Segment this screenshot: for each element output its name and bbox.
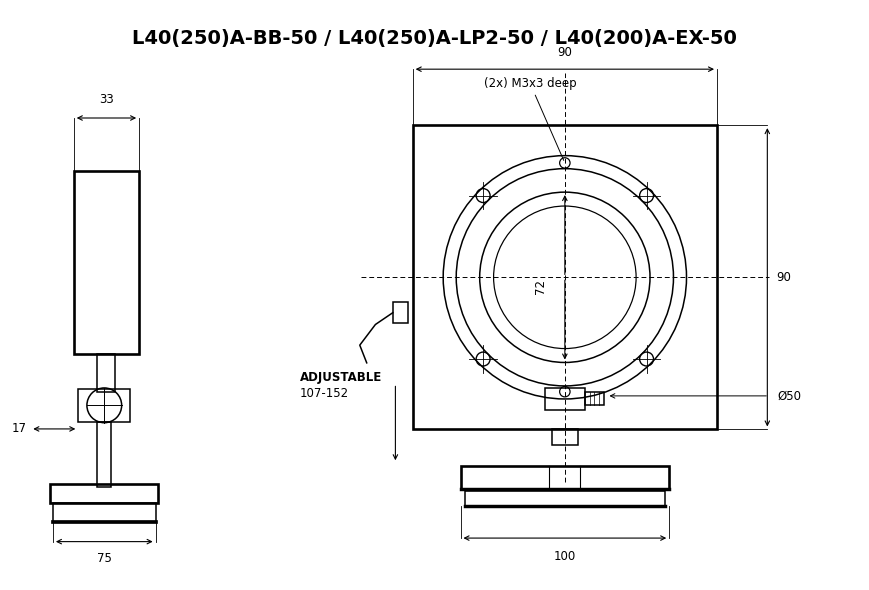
Text: 90: 90 bbox=[557, 45, 573, 58]
Bar bbox=[413, 125, 717, 430]
Text: (2x) M3x3 deep: (2x) M3x3 deep bbox=[484, 77, 576, 160]
Bar bbox=[78, 389, 130, 422]
Text: 72: 72 bbox=[534, 278, 547, 294]
Text: ADJUSTABLE: ADJUSTABLE bbox=[300, 371, 382, 384]
Text: 17: 17 bbox=[12, 422, 27, 435]
Bar bbox=[461, 466, 669, 489]
Bar bbox=[545, 388, 585, 410]
Text: L40(250)A-BB-50 / L40(250)A-LP2-50 / L40(200)A-EX-50: L40(250)A-BB-50 / L40(250)A-LP2-50 / L40… bbox=[132, 29, 737, 48]
Text: 90: 90 bbox=[776, 271, 791, 284]
Text: 100: 100 bbox=[554, 550, 576, 563]
Bar bbox=[552, 430, 578, 445]
Bar bbox=[393, 302, 408, 323]
Bar bbox=[50, 484, 158, 503]
Bar bbox=[97, 422, 111, 487]
Text: Ø50: Ø50 bbox=[778, 389, 802, 402]
Bar bbox=[97, 354, 115, 392]
Bar bbox=[465, 491, 665, 506]
Text: 107-152: 107-152 bbox=[300, 387, 349, 400]
Bar bbox=[585, 392, 604, 405]
Bar bbox=[74, 171, 139, 354]
Text: 33: 33 bbox=[99, 93, 114, 106]
Text: 75: 75 bbox=[96, 552, 112, 565]
Bar bbox=[53, 503, 156, 522]
